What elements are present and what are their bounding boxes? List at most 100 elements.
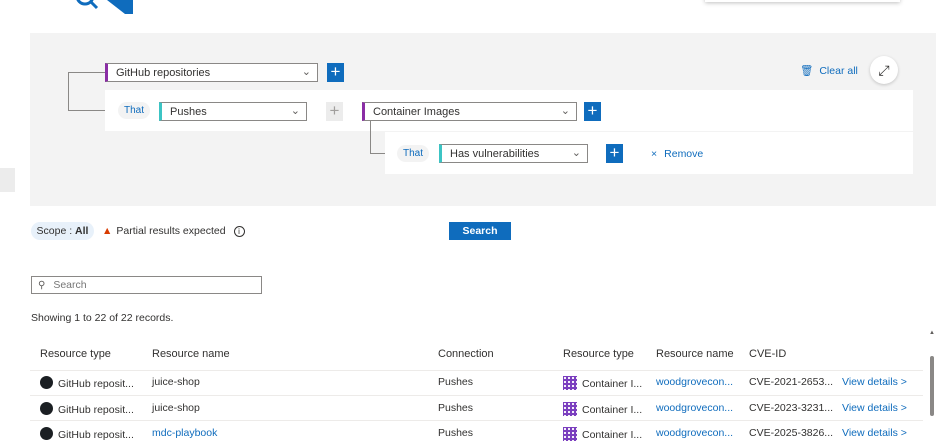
target-type: Container I... — [582, 404, 643, 416]
cell-target-type: Container I... — [563, 402, 642, 416]
search-input[interactable]: ⚲ — [31, 276, 262, 294]
divider — [30, 395, 923, 396]
target-name-link[interactable]: woodgrovecon... — [656, 427, 734, 439]
chevron-down-icon: ⌄ — [571, 147, 581, 159]
add-condition-button[interactable]: + — [584, 102, 601, 121]
top-card — [705, 0, 900, 2]
logo-icon — [65, 0, 133, 14]
cell-resource-name: juice-shop — [152, 402, 200, 414]
add-condition-button[interactable]: + — [327, 63, 344, 82]
connection: Pushes — [438, 427, 474, 439]
cell-resource-type: GitHub reposit... — [40, 402, 134, 416]
cve-id: CVE-2021-2653... — [749, 376, 834, 388]
divider — [30, 370, 923, 371]
search-icon: ⚲ — [38, 279, 46, 291]
connection: Pushes — [438, 402, 474, 414]
scroll-up-arrow[interactable]: ▲ — [929, 330, 935, 336]
github-icon — [40, 376, 53, 389]
target-type: Container I... — [582, 378, 643, 390]
cell-target-name[interactable]: woodgrovecon... — [656, 376, 733, 388]
cell-connection: Pushes — [438, 376, 473, 388]
cell-action[interactable]: View details > — [842, 427, 907, 439]
chevron-down-icon: ⌄ — [560, 105, 570, 117]
target-name-link[interactable]: woodgrovecon... — [656, 376, 734, 388]
relation-dropdown[interactable]: Has vulnerabilities ⌄ — [439, 144, 588, 163]
chevron-down-icon: ⌄ — [301, 66, 311, 78]
github-icon — [40, 402, 53, 415]
dropdown-value: GitHub repositories — [116, 66, 211, 79]
container-image-icon — [563, 427, 577, 441]
resource-name: juice-shop — [152, 402, 200, 414]
scope-pill[interactable]: Scope : All — [31, 222, 94, 240]
cell-cve: CVE-2021-2653... — [749, 376, 833, 388]
root-entity-dropdown[interactable]: GitHub repositories ⌄ — [105, 63, 318, 82]
add-condition-button[interactable]: + — [606, 144, 623, 163]
resource-name: juice-shop — [152, 376, 200, 388]
scope-value: All — [75, 225, 89, 237]
resource-type: GitHub reposit... — [58, 429, 134, 441]
trash-icon: 🗑 — [800, 65, 814, 77]
target-entity-dropdown[interactable]: Container Images ⌄ — [362, 102, 577, 121]
view-details-link[interactable]: View details > — [842, 402, 907, 414]
records-count: Showing 1 to 22 of 22 records. — [31, 312, 174, 324]
cell-action[interactable]: View details > — [842, 402, 907, 414]
scrollbar-thumb[interactable] — [930, 356, 934, 416]
warning-text: Partial results expected — [116, 225, 226, 237]
side-tab — [0, 168, 15, 192]
connector-line — [370, 120, 385, 154]
cell-target-type: Container I... — [563, 427, 642, 441]
that-label: That — [118, 102, 150, 119]
clear-all-label: Clear all — [819, 65, 858, 77]
scope-label: Scope : — [36, 225, 73, 237]
resource-name[interactable]: mdc-playbook — [152, 427, 218, 439]
github-icon — [40, 427, 53, 440]
view-details-link[interactable]: View details > — [842, 427, 907, 439]
remove-label: Remove — [664, 148, 704, 160]
scrollbar[interactable]: ▲ — [928, 330, 936, 445]
search-field[interactable] — [53, 279, 244, 291]
header-connection[interactable]: Connection — [438, 348, 494, 360]
cve-id: CVE-2025-3826... — [749, 427, 834, 439]
dropdown-value: Container Images — [373, 105, 460, 118]
resource-type: GitHub reposit... — [58, 378, 134, 390]
clear-all-button[interactable]: 🗑 Clear all — [800, 64, 858, 77]
connection: Pushes — [438, 376, 474, 388]
cell-resource-name[interactable]: mdc-playbook — [152, 427, 217, 439]
cell-target-name[interactable]: woodgrovecon... — [656, 402, 733, 414]
header-resource-name[interactable]: Resource name — [152, 348, 230, 360]
add-button-disabled[interactable]: + — [326, 102, 343, 121]
header-target-resource-name[interactable]: Resource name — [656, 348, 734, 360]
cell-connection: Pushes — [438, 427, 473, 439]
that-label: That — [397, 145, 429, 162]
header-cve-id[interactable]: CVE-ID — [749, 348, 787, 360]
cell-cve: CVE-2023-3231... — [749, 402, 833, 414]
dropdown-value: Has vulnerabilities — [450, 147, 540, 160]
expand-button[interactable]: ⤢ — [870, 56, 898, 84]
cell-connection: Pushes — [438, 402, 473, 414]
header-resource-type[interactable]: Resource type — [40, 348, 111, 360]
remove-button[interactable]: × Remove — [651, 148, 703, 160]
container-image-icon — [563, 402, 577, 416]
header-target-resource-type[interactable]: Resource type — [563, 348, 634, 360]
target-name-link[interactable]: woodgrovecon... — [656, 402, 734, 414]
cell-resource-type: GitHub reposit... — [40, 376, 134, 390]
chevron-down-icon: ⌄ — [290, 105, 300, 117]
container-image-icon — [563, 376, 577, 390]
cve-id: CVE-2023-3231... — [749, 402, 834, 414]
relation-dropdown[interactable]: Pushes ⌄ — [159, 102, 307, 121]
resource-type: GitHub reposit... — [58, 404, 134, 416]
view-details-link[interactable]: View details > — [842, 376, 907, 388]
cell-target-name[interactable]: woodgrovecon... — [656, 427, 733, 439]
partial-results-warning: ▲ Partial results expected i — [102, 225, 245, 237]
search-button[interactable]: Search — [449, 222, 511, 240]
cell-resource-type: GitHub reposit... — [40, 427, 134, 441]
connector-line — [68, 72, 105, 111]
divider — [30, 420, 923, 421]
warning-icon: ▲ — [102, 225, 113, 237]
target-type: Container I... — [582, 429, 643, 441]
cell-target-type: Container I... — [563, 376, 642, 390]
info-icon[interactable]: i — [233, 225, 245, 237]
cell-action[interactable]: View details > — [842, 376, 907, 388]
cell-resource-name: juice-shop — [152, 376, 200, 388]
expand-icon: ⤢ — [878, 62, 890, 78]
